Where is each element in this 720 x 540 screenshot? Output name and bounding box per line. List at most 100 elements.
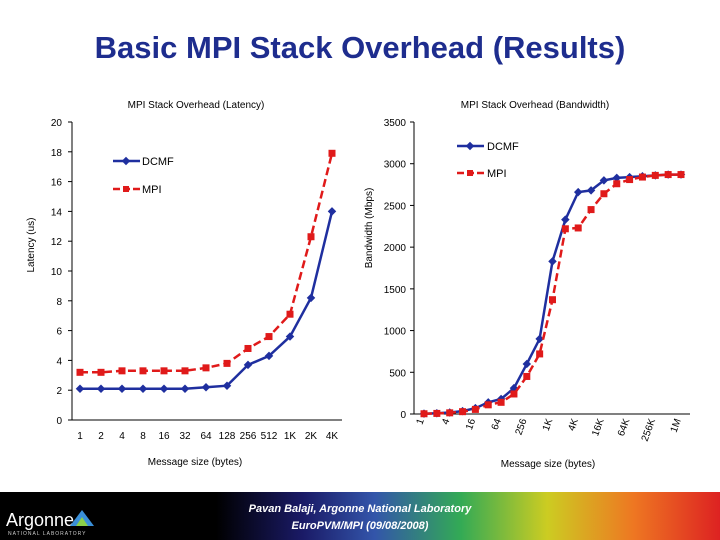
latency-dcmf-point xyxy=(243,360,253,370)
latency-y-tick-label: 16 xyxy=(51,178,63,189)
bandwidth-y-axis-label: Bandwidth (Mbps) xyxy=(364,188,375,269)
latency-x-tick-label: 256 xyxy=(240,431,257,442)
latency-dcmf-point xyxy=(264,351,274,361)
bandwidth-x-tick-label: 4 xyxy=(440,417,452,426)
latency-dcmf-point xyxy=(201,382,211,392)
bandwidth-mpi-point xyxy=(626,176,634,184)
latency-mpi-point xyxy=(160,367,168,375)
latency-y-tick-label: 10 xyxy=(51,267,63,278)
latency-dcmf-point xyxy=(327,207,337,216)
footer-author: Pavan Balaji, Argonne National Laborator… xyxy=(248,503,472,515)
bandwidth-mpi-point xyxy=(651,171,659,179)
bandwidth-mpi-point xyxy=(523,372,531,380)
latency-mpi-point xyxy=(223,359,231,367)
latency-x-tick-label: 1K xyxy=(284,431,297,442)
latency-dcmf-point xyxy=(117,384,127,393)
latency-mpi-point xyxy=(286,310,294,318)
latency-legend: DCMF MPI xyxy=(113,156,174,196)
latency-y-tick-label: 20 xyxy=(51,118,63,129)
latency-mpi-line xyxy=(80,152,334,374)
latency-y-tick-label: 14 xyxy=(51,207,63,218)
bandwidth-mpi-point xyxy=(574,224,582,232)
bandwidth-x-tick-label: 1K xyxy=(541,417,556,433)
latency-mpi-point xyxy=(265,333,273,341)
latency-x-ticks: 1 2 4 8 16 32 64 128 256 512 1K 2K 4K xyxy=(77,431,338,442)
footer-conference: EuroPVM/MPI (09/08/2008) xyxy=(291,520,429,532)
bandwidth-mpi-point xyxy=(561,225,569,233)
latency-mpi-point xyxy=(202,364,210,372)
latency-dcmf-point xyxy=(285,332,295,341)
bandwidth-series-dcmf xyxy=(419,170,686,418)
latency-x-tick-label: 64 xyxy=(200,431,212,442)
latency-mpi-point xyxy=(118,367,126,375)
bandwidth-x-tick-label: 4K xyxy=(566,417,581,433)
bandwidth-dcmf-point xyxy=(561,215,570,224)
latency-x-tick-label: 16 xyxy=(158,431,170,442)
latency-chart-title: MPI Stack Overhead (Latency) xyxy=(128,100,265,111)
bandwidth-x-tick-label: 16 xyxy=(464,417,478,432)
argonne-logo-icon xyxy=(70,510,94,526)
latency-mpi-point xyxy=(328,149,336,157)
latency-mpi-point xyxy=(139,367,147,375)
latency-y-tick-label: 12 xyxy=(51,237,63,248)
latency-x-tick-label: 2 xyxy=(98,431,104,442)
bandwidth-mpi-point xyxy=(433,409,441,417)
latency-dcmf-point xyxy=(96,384,106,393)
bandwidth-y-tick-label: 3500 xyxy=(384,118,407,129)
latency-y-ticks: 0 2 4 6 8 10 12 14 16 18 20 xyxy=(51,118,72,427)
bandwidth-x-axis-label: Message size (bytes) xyxy=(501,459,595,470)
bandwidth-mpi-point xyxy=(664,171,672,179)
bandwidth-y-tick-label: 0 xyxy=(400,410,406,421)
legend-bw-mpi-marker xyxy=(467,170,473,176)
legend-bw-mpi-label: MPI xyxy=(487,168,507,180)
bandwidth-y-tick-label: 3000 xyxy=(384,160,407,171)
latency-dcmf-point xyxy=(222,381,232,390)
latency-dcmf-point xyxy=(306,293,316,303)
latency-y-tick-label: 18 xyxy=(51,148,63,159)
argonne-logo-text: Argonne xyxy=(6,510,75,530)
bandwidth-mpi-point xyxy=(677,171,685,179)
latency-x-tick-label: 4 xyxy=(119,431,125,442)
bandwidth-mpi-point xyxy=(638,173,646,181)
latency-mpi-point xyxy=(244,344,252,352)
latency-dcmf-point xyxy=(75,384,85,393)
bandwidth-x-tick-label: 64 xyxy=(490,417,504,432)
footer-bar: Pavan Balaji, Argonne National Laborator… xyxy=(0,492,720,540)
latency-y-axis-label: Latency (us) xyxy=(26,217,37,272)
legend-mpi-label: MPI xyxy=(142,184,162,196)
argonne-logo: Argonne xyxy=(6,510,94,531)
latency-x-tick-label: 8 xyxy=(140,431,146,442)
bandwidth-series xyxy=(419,170,686,418)
bandwidth-legend: DCMF MPI xyxy=(457,141,519,180)
latency-mpi-point xyxy=(307,233,315,241)
bandwidth-mpi-point xyxy=(510,390,518,398)
bandwidth-y-ticks: 0 500 1000 1500 2000 2500 3000 3500 xyxy=(384,118,414,421)
bandwidth-mpi-point xyxy=(459,408,467,416)
bandwidth-series-mpi xyxy=(420,171,685,418)
legend-dcmf-marker xyxy=(121,156,131,166)
latency-x-tick-label: 1 xyxy=(77,431,83,442)
slide-title: Basic MPI Stack Overhead (Results) xyxy=(94,30,626,65)
bandwidth-mpi-point xyxy=(471,405,479,413)
bandwidth-mpi-line xyxy=(423,173,681,415)
latency-dcmf-point xyxy=(180,384,190,393)
latency-dcmf-point xyxy=(159,384,169,393)
bandwidth-mpi-point xyxy=(587,206,595,214)
latency-y-tick-label: 6 xyxy=(56,327,62,338)
bandwidth-chart-title: MPI Stack Overhead (Bandwidth) xyxy=(461,100,609,111)
latency-y-tick-label: 4 xyxy=(56,356,62,367)
latency-x-axis-label: Message size (bytes) xyxy=(148,457,242,468)
latency-y-tick-label: 2 xyxy=(56,386,62,397)
latency-x-tick-label: 4K xyxy=(326,431,339,442)
bandwidth-mpi-point xyxy=(613,180,621,188)
bandwidth-mpi-point xyxy=(420,410,428,418)
bandwidth-dcmf-point xyxy=(548,257,557,266)
latency-series-mpi xyxy=(76,149,336,376)
latency-x-tick-label: 2K xyxy=(305,431,318,442)
bandwidth-x-tick-label: 256K xyxy=(640,417,658,443)
bandwidth-x-tick-label: 16K xyxy=(590,417,607,438)
bandwidth-dcmf-point xyxy=(573,187,583,197)
bandwidth-mpi-point xyxy=(497,398,505,406)
latency-x-tick-label: 512 xyxy=(261,431,278,442)
